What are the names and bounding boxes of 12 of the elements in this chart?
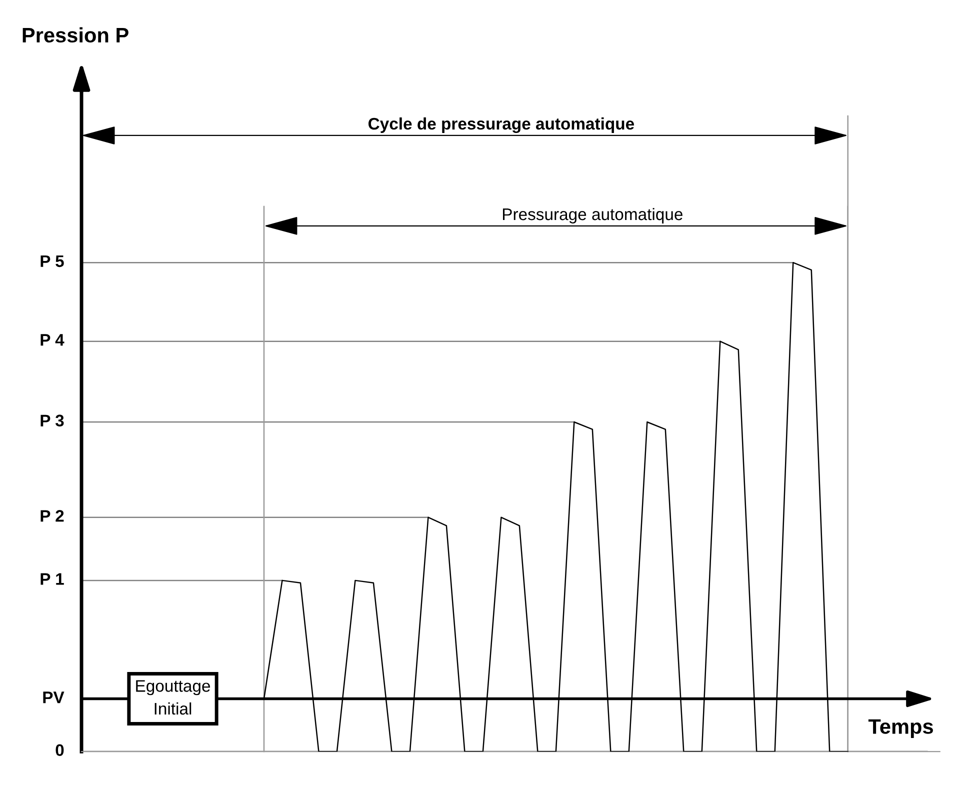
text: Pression P bbox=[22, 27, 128, 43]
annotation: Egouttage Initial bbox=[136, 680, 210, 715]
x-axis-title: Temps bbox=[868, 719, 933, 738]
ref-line-label: 0 bbox=[56, 744, 64, 756]
text: Pressurage automatique bbox=[502, 208, 682, 224]
ref-line-label: PV bbox=[43, 692, 64, 704]
text: Cycle de pressurage automatique bbox=[368, 117, 634, 134]
ref-line-label: P 3 bbox=[40, 414, 64, 427]
ref-line-label: P 1 bbox=[40, 573, 64, 585]
ref-line-label: P 5 bbox=[40, 255, 64, 268]
ref-line-label: P 4 bbox=[40, 334, 64, 346]
ref-line-label: P 2 bbox=[40, 510, 64, 522]
